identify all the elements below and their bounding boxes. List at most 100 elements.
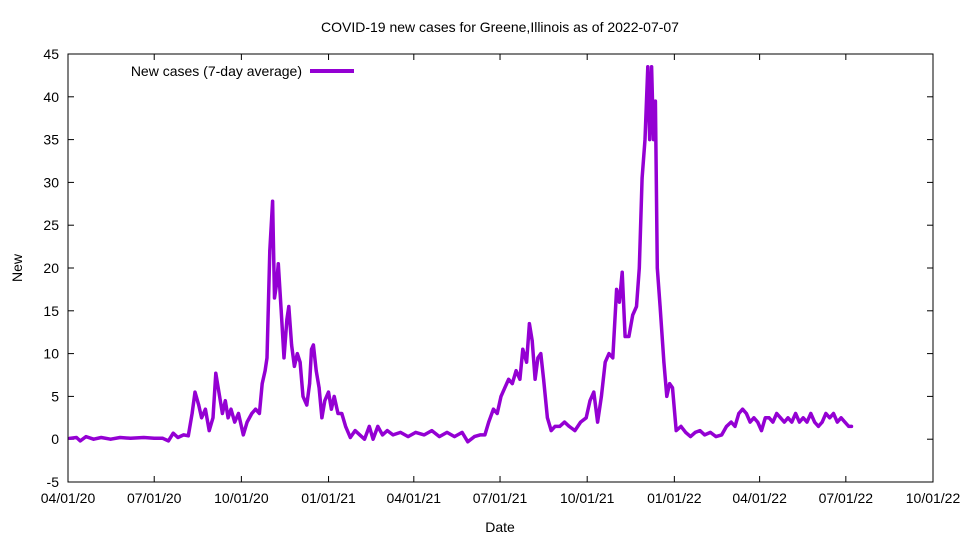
- x-tick-label: 01/01/22: [647, 490, 702, 506]
- data-point: [142, 436, 146, 439]
- data-point: [166, 439, 170, 443]
- y-tick-label: 0: [51, 431, 59, 447]
- data-point: [257, 412, 261, 415]
- data-point: [310, 347, 313, 351]
- data-point: [592, 390, 596, 394]
- x-tick-label: 04/01/20: [41, 490, 96, 506]
- data-point: [805, 420, 809, 424]
- data-point: [197, 403, 201, 407]
- data-point: [674, 429, 678, 433]
- x-axis-label: Date: [485, 519, 515, 535]
- data-point: [472, 435, 476, 439]
- data-point: [514, 369, 518, 373]
- data-point: [371, 437, 375, 441]
- data-point: [207, 429, 211, 433]
- data-point: [786, 416, 790, 420]
- data-point: [274, 283, 278, 287]
- data-point: [828, 416, 832, 420]
- data-point: [250, 412, 254, 415]
- data-point: [771, 420, 775, 424]
- data-point: [218, 394, 222, 398]
- data-point: [720, 433, 724, 437]
- data-point: [399, 430, 402, 434]
- data-point: [607, 352, 611, 356]
- y-tick-label: 40: [43, 89, 59, 105]
- data-point: [336, 412, 340, 415]
- data-point: [273, 296, 276, 300]
- data-point: [643, 138, 647, 142]
- data-point: [254, 407, 258, 411]
- data-point: [226, 416, 230, 420]
- y-axis-label: New: [9, 253, 25, 282]
- data-point: [466, 440, 470, 444]
- data-point: [186, 434, 190, 438]
- data-point: [790, 420, 794, 424]
- data-point: [437, 435, 441, 439]
- data-point: [756, 420, 760, 424]
- data-point: [850, 424, 853, 428]
- data-point: [653, 99, 657, 103]
- data-point: [406, 435, 410, 439]
- data-point: [84, 435, 88, 439]
- data-point: [245, 420, 249, 424]
- data-point: [820, 420, 824, 424]
- data-point: [533, 377, 537, 381]
- data-point: [615, 287, 619, 291]
- x-tick-label: 10/01/21: [560, 490, 615, 506]
- data-point: [229, 407, 233, 411]
- data-point: [617, 300, 621, 304]
- data-point: [298, 360, 302, 364]
- y-tick-label: 35: [43, 132, 59, 148]
- x-tick-label: 07/01/20: [127, 490, 182, 506]
- data-point: [741, 407, 745, 411]
- data-point: [285, 317, 289, 321]
- data-point: [381, 433, 384, 437]
- data-point: [708, 430, 712, 434]
- data-point: [348, 436, 352, 439]
- data-point: [503, 386, 507, 390]
- data-point: [332, 394, 336, 398]
- data-point: [385, 429, 389, 433]
- data-point: [542, 377, 546, 381]
- data-point: [693, 430, 697, 434]
- data-point: [329, 407, 333, 411]
- data-point: [317, 386, 321, 390]
- data-point: [161, 436, 165, 440]
- axis-ticks: -5 0 5 10 15 20 25 30 35 40 45 04/01/20 07/01/20 10/0…: [41, 46, 960, 506]
- data-point: [839, 416, 843, 420]
- data-point: [510, 382, 514, 386]
- data-point: [668, 382, 672, 386]
- data-point: [801, 416, 805, 420]
- data-point: [684, 430, 688, 434]
- data-point: [775, 412, 779, 415]
- data-point: [200, 416, 204, 420]
- chart-title: COVID-19 new cases for Greene,Illinois a…: [321, 19, 679, 35]
- y-tick-label: 30: [43, 174, 59, 190]
- data-point: [290, 343, 294, 347]
- data-point: [292, 364, 296, 368]
- data-point: [171, 431, 175, 435]
- data-point: [797, 420, 801, 424]
- data-point: [75, 436, 78, 439]
- data-point: [627, 335, 631, 338]
- data-point: [129, 436, 132, 440]
- data-point: [460, 430, 464, 434]
- data-point: [658, 305, 662, 308]
- data-point: [539, 352, 543, 356]
- data-point: [190, 412, 194, 415]
- data-point: [276, 262, 280, 266]
- data-point: [809, 412, 813, 415]
- data-point: [847, 424, 851, 428]
- data-point: [271, 199, 275, 203]
- data-point: [521, 347, 525, 351]
- data-point: [483, 433, 487, 437]
- data-point: [558, 424, 562, 428]
- data-point: [68, 436, 72, 440]
- data-point: [263, 369, 267, 373]
- data-point: [640, 176, 644, 180]
- data-point: [92, 437, 96, 441]
- data-point: [671, 386, 674, 390]
- data-point: [665, 394, 669, 398]
- data-point: [635, 305, 638, 308]
